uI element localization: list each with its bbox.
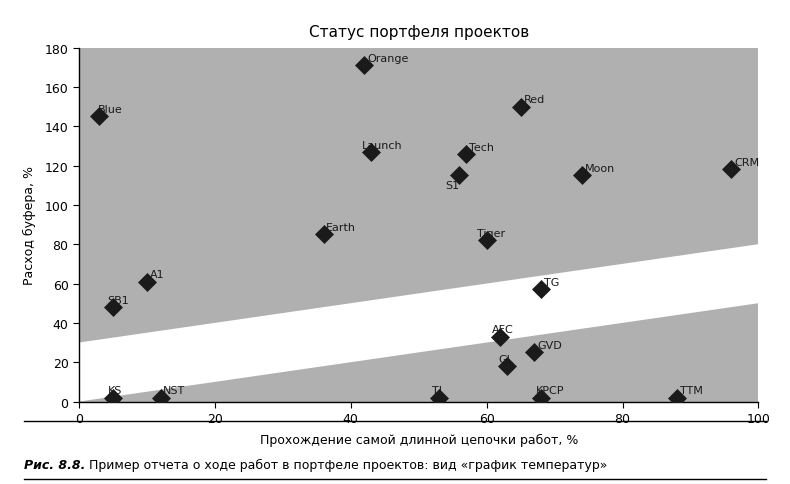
Y-axis label: Расход буфера, %: Расход буфера, % — [23, 166, 36, 285]
Text: Рис. 8.8.: Рис. 8.8. — [24, 458, 85, 471]
Text: Launch: Launch — [361, 140, 402, 150]
Text: GVD: GVD — [537, 341, 562, 350]
Text: Blue: Blue — [98, 105, 122, 115]
Text: Orange: Orange — [367, 54, 408, 64]
Text: Red: Red — [524, 95, 544, 105]
Text: NST: NST — [164, 386, 186, 395]
Text: Earth: Earth — [326, 223, 356, 233]
Text: S1: S1 — [446, 181, 460, 191]
Text: Tech: Tech — [469, 142, 494, 152]
Polygon shape — [79, 245, 758, 402]
Text: TJ: TJ — [432, 386, 442, 395]
Text: Пример отчета о ходе работ в портфеле проектов: вид «график температур»: Пример отчета о ходе работ в портфеле пр… — [81, 458, 608, 471]
Text: TTM: TTM — [679, 386, 702, 395]
Text: GL: GL — [498, 354, 514, 364]
Title: Статус портфеля проектов: Статус портфеля проектов — [309, 25, 529, 40]
Text: KPCP: KPCP — [536, 386, 564, 395]
Text: Tiger: Tiger — [477, 228, 505, 239]
Text: SB1: SB1 — [107, 295, 129, 305]
Text: TG: TG — [544, 278, 559, 287]
X-axis label: Прохождение самой длинной цепочки работ, %: Прохождение самой длинной цепочки работ,… — [259, 433, 578, 446]
Text: Moon: Moon — [585, 164, 615, 174]
Text: A1: A1 — [150, 270, 164, 280]
Text: KS: KS — [107, 386, 122, 395]
Text: AFC: AFC — [492, 325, 514, 335]
Text: CRM: CRM — [734, 158, 759, 168]
